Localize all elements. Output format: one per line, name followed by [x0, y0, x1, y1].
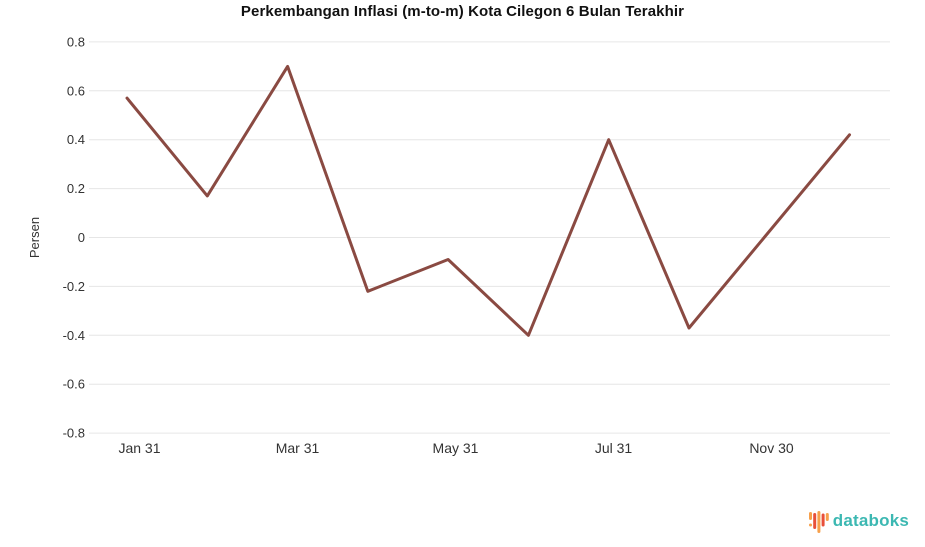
y-axis-tick-label: -0.6: [63, 377, 85, 392]
pulse-bar: [825, 513, 829, 521]
pulse-bar: [817, 511, 821, 533]
databoks-logo: databoks: [808, 508, 909, 534]
y-axis-tick-label: 0.4: [67, 132, 85, 147]
y-axis-tick-label: 0.8: [67, 34, 85, 49]
y-axis-tick-label: -0.2: [63, 279, 85, 294]
y-axis-tick-label: 0.2: [67, 181, 85, 196]
y-axis-tick-label: 0.6: [67, 83, 85, 98]
y-axis-title: Persen: [27, 217, 42, 258]
pulse-dot: [808, 523, 812, 527]
pulse-bar: [812, 513, 816, 529]
x-axis-tick-label: May 31: [433, 440, 479, 456]
x-axis-tick-label: Nov 30: [749, 440, 794, 456]
y-axis-tick-label: 0: [78, 230, 85, 245]
pulse-bar: [808, 512, 812, 520]
y-axis-tick-label: -0.4: [63, 328, 85, 343]
chart-title: Perkembangan Inflasi (m-to-m) Kota Cileg…: [240, 3, 685, 20]
y-axis-tick-label: -0.8: [63, 426, 85, 441]
x-axis-tick-label: Jan 31: [118, 440, 160, 456]
databoks-pulse-icon: [808, 508, 830, 534]
x-axis-tick-label: Mar 31: [276, 440, 320, 456]
inflation-line-series: [125, 64, 851, 337]
x-axis-tick-label: Jul 31: [595, 440, 633, 456]
databoks-logo-text: databoks: [832, 511, 909, 530]
databoks-pulse-bars: [808, 511, 829, 533]
pulse-bar: [821, 513, 825, 527]
